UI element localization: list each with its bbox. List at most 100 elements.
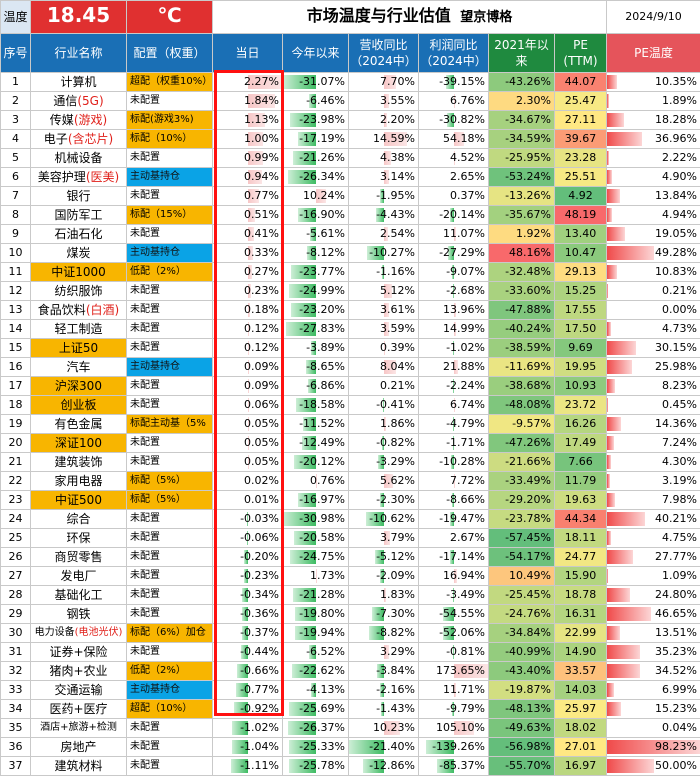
row-index: 22	[1, 472, 31, 491]
today-change: 0.02%	[213, 472, 283, 491]
today-change: -0.34%	[213, 586, 283, 605]
industry-name-text: 中证1000	[51, 265, 106, 279]
ytd-change: -11.52%	[283, 415, 349, 434]
profit-yoy-value: -1.02%	[419, 341, 488, 355]
ytd-change-value: -30.98%	[283, 512, 348, 526]
revenue-yoy: 3.79%	[349, 529, 419, 548]
industry-name: 房地产	[31, 738, 127, 757]
ytd-change-value: -24.75%	[283, 550, 348, 564]
since-2021: 48.16%	[489, 244, 555, 263]
pe-ttm: 39.67	[555, 130, 607, 149]
revenue-yoy-value: -2.30%	[349, 493, 418, 507]
allocation-badge: 主动基持仓	[127, 244, 213, 263]
pe-temperature-value: 14.36%	[607, 417, 700, 431]
ytd-change-value: -12.49%	[283, 436, 348, 450]
revenue-yoy: -2.16%	[349, 681, 419, 700]
pe-temperature: 0.21%	[607, 282, 700, 301]
revenue-yoy-value: -1.43%	[349, 702, 418, 716]
row-index: 3	[1, 111, 31, 130]
ytd-change-value: -11.52%	[283, 417, 348, 431]
revenue-yoy-value: -10.27%	[349, 246, 418, 260]
since-2021: -47.26%	[489, 434, 555, 453]
today-change-value: -0.66%	[213, 664, 282, 678]
industry-name: 家用电器	[31, 472, 127, 491]
pe-ttm: 23.28	[555, 149, 607, 168]
industry-name-text: 发电厂	[60, 569, 96, 583]
ytd-change: -6.46%	[283, 92, 349, 111]
industry-name-text: 有色金属	[54, 417, 102, 431]
since-2021: -49.63%	[489, 719, 555, 738]
ytd-change: -31.07%	[283, 73, 349, 92]
today-change-value: -0.06%	[213, 531, 282, 545]
ytd-change-value: -20.12%	[283, 455, 348, 469]
ytd-change-value: -4.13%	[283, 683, 348, 697]
pe-temperature: 0.00%	[607, 301, 700, 320]
ytd-change: -27.83%	[283, 320, 349, 339]
row-index: 26	[1, 548, 31, 567]
allocation-badge: 标配（15%）	[127, 206, 213, 225]
pe-ttm: 25.97	[555, 700, 607, 719]
revenue-yoy-value: -5.12%	[349, 550, 418, 564]
today-change-value: 2.27%	[213, 75, 282, 89]
pe-temperature: 34.52%	[607, 662, 700, 681]
revenue-yoy-value: -8.82%	[349, 626, 418, 640]
profit-yoy-value: 6.76%	[419, 94, 488, 108]
ytd-change-value: 0.76%	[283, 474, 348, 488]
profit-yoy-value: 173.65%	[419, 664, 488, 678]
pe-temperature-value: 6.99%	[607, 683, 700, 697]
industry-name: 计算机	[31, 73, 127, 92]
allocation-badge: 未配置	[127, 320, 213, 339]
since-2021: -25.95%	[489, 149, 555, 168]
allocation-badge: 未配置	[127, 719, 213, 738]
valuation-sheet: 温度 18.45 ℃ 市场温度与行业估值 望京博格 2024/9/10 序号行业…	[0, 0, 700, 719]
row-index: 5	[1, 149, 31, 168]
industry-name: 建筑装饰	[31, 453, 127, 472]
allocation-badge: 标配（6%）加仓	[127, 624, 213, 643]
since-2021: -34.84%	[489, 624, 555, 643]
pe-temperature: 4.30%	[607, 453, 700, 472]
temperature-label: 温度	[1, 1, 31, 34]
revenue-yoy: -3.84%	[349, 662, 419, 681]
profit-yoy-value: -27.29%	[419, 246, 488, 260]
profit-yoy: 105.10%	[419, 719, 489, 738]
ytd-change: -24.75%	[283, 548, 349, 567]
